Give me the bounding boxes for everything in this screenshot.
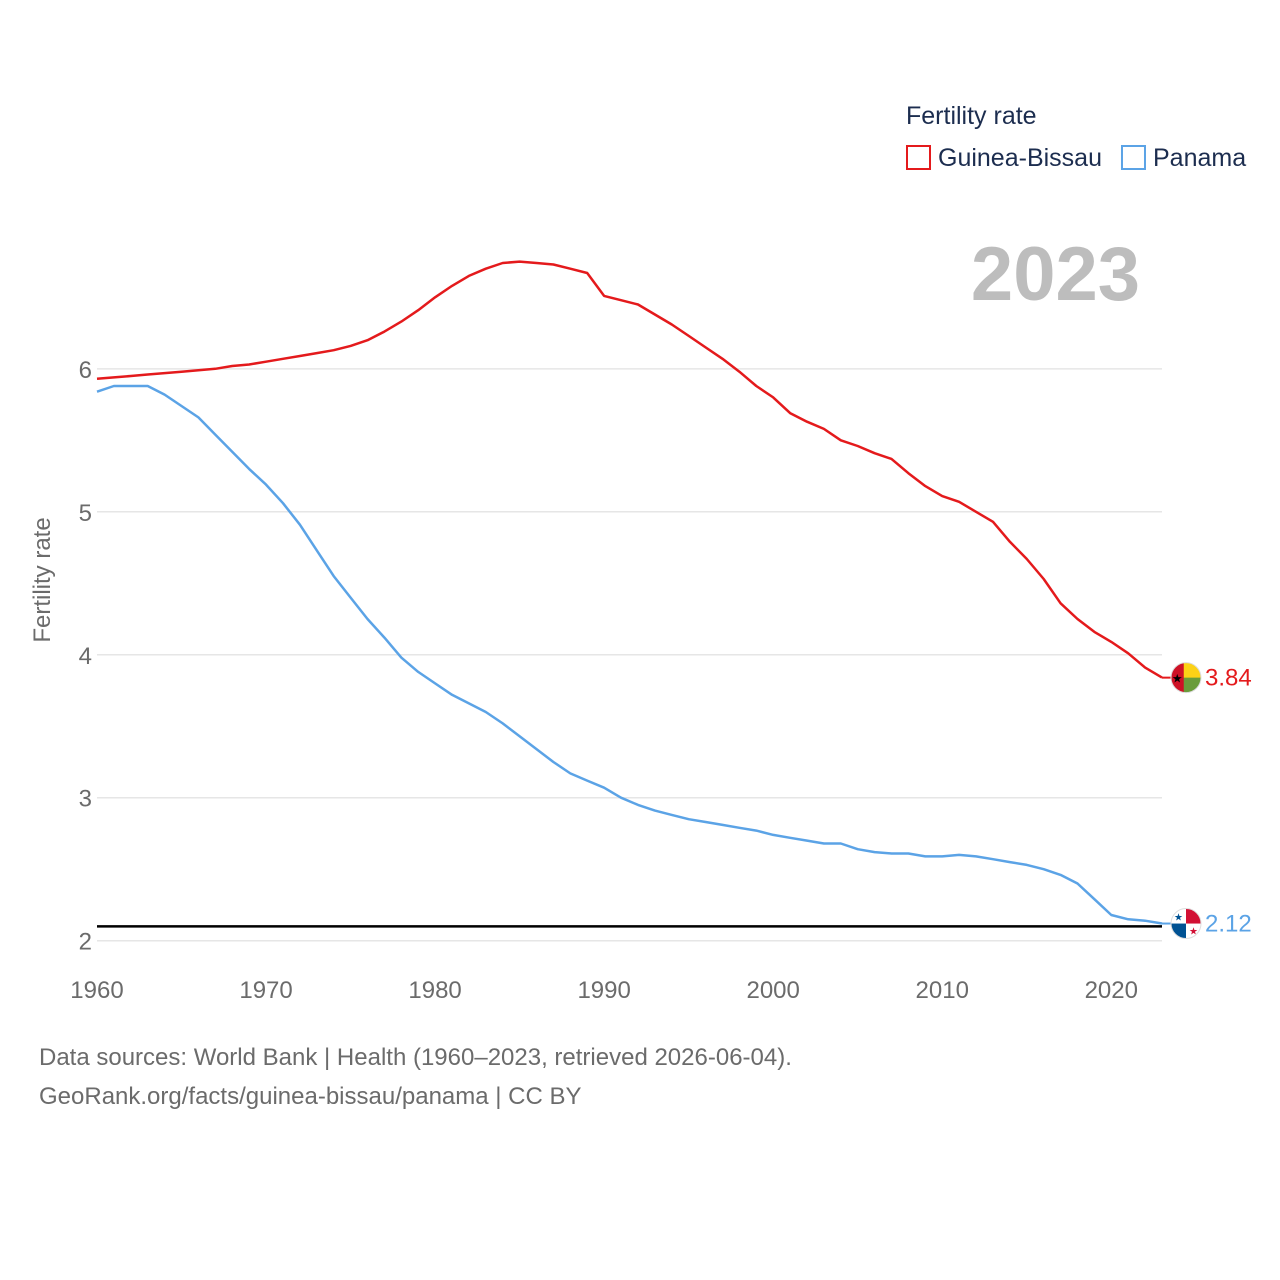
panama-flag-icon: ★★	[1170, 908, 1202, 940]
legend-title: Fertility rate	[906, 102, 1037, 130]
legend: Fertility rate Guinea-Bissau Panama	[906, 102, 1246, 172]
year-label: 2023	[971, 232, 1140, 317]
series-line-panama	[96, 384, 1163, 925]
x-tick-1970: 1970	[239, 977, 292, 1004]
series-line-guinea-bissau	[96, 260, 1163, 679]
y-tick-3: 3	[79, 786, 92, 813]
svg-text:★: ★	[1174, 913, 1183, 924]
end-markers: ★ 3.84★★ 2.12	[1162, 662, 1252, 940]
legend-swatch-panama	[1120, 145, 1146, 170]
data-sources: Data sources: World Bank | Health (1960–…	[39, 1044, 792, 1071]
svg-text:★: ★	[1189, 927, 1198, 938]
x-tick-2000: 2000	[746, 977, 799, 1004]
y-axis-ticks: 2 3 4 5 6	[79, 357, 92, 956]
x-tick-2020: 2020	[1085, 977, 1138, 1004]
y-tick-5: 5	[79, 500, 92, 527]
y-tick-2: 2	[79, 929, 92, 956]
svg-text:★: ★	[1172, 672, 1183, 686]
x-tick-1960: 1960	[70, 977, 123, 1004]
grid-lines	[97, 368, 1162, 942]
x-tick-2010: 2010	[916, 977, 969, 1004]
x-tick-1990: 1990	[577, 977, 630, 1004]
series-lines	[96, 260, 1163, 925]
legend-item-panama[interactable]: Panama	[1120, 144, 1246, 172]
legend-label-guinea-bissau: Guinea-Bissau	[938, 144, 1102, 172]
y-tick-6: 6	[79, 357, 92, 384]
y-axis-label: Fertility rate	[29, 517, 56, 642]
legend-label-panama: Panama	[1153, 144, 1246, 172]
end-label-panama: 2.12	[1205, 911, 1252, 938]
x-axis-ticks: 1960 1970 1980 1990 2000 2010 2020	[70, 977, 1138, 1004]
credit-line[interactable]: GeoRank.org/facts/guinea-bissau/panama |…	[39, 1083, 582, 1110]
end-label-guinea-bissau: 3.84	[1205, 665, 1252, 692]
x-tick-1980: 1980	[408, 977, 461, 1004]
guinea-bissau-flag-icon: ★	[1170, 662, 1202, 694]
legend-item-guinea-bissau[interactable]: Guinea-Bissau	[906, 144, 1102, 172]
legend-swatch-guinea-bissau	[906, 145, 931, 170]
y-tick-4: 4	[79, 643, 92, 670]
